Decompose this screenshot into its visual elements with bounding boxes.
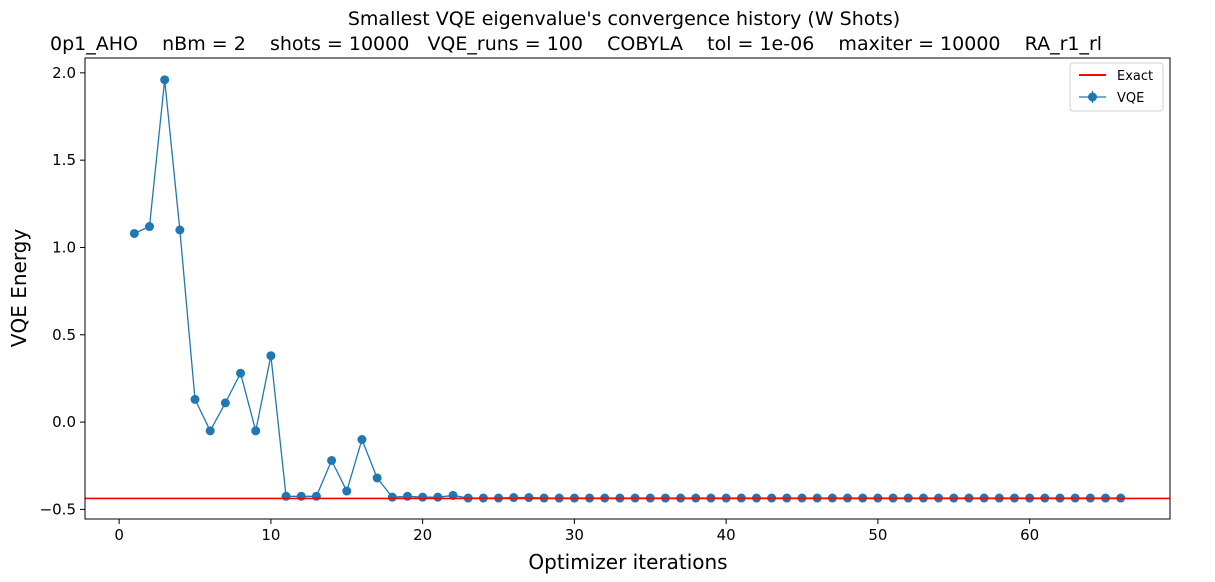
vqe-point xyxy=(372,473,382,483)
vqe-point xyxy=(296,491,306,501)
y-tick-label: −0.5 xyxy=(40,500,76,518)
vqe-point xyxy=(129,228,139,238)
y-tick-label: 0.5 xyxy=(52,326,76,344)
chart-subtitle: 0p1_AHO nBm = 2 shots = 10000 VQE_runs =… xyxy=(50,33,1102,55)
y-tick-label: 0.0 xyxy=(52,413,76,431)
x-axis: 0 10 20 30 40 50 60 xyxy=(114,519,1039,544)
vqe-point xyxy=(266,351,276,361)
x-tick-label: 10 xyxy=(261,526,280,544)
x-tick-label: 60 xyxy=(1020,526,1039,544)
legend-exact-label: Exact xyxy=(1117,69,1153,84)
y-axis-label: VQE Energy xyxy=(7,229,31,348)
vqe-point xyxy=(524,493,534,503)
vqe-point xyxy=(311,491,321,501)
vqe-point xyxy=(281,491,291,501)
series-layer xyxy=(129,75,1126,503)
plot-area: 0 10 20 30 40 50 60 −0.5 0.0 0.5 1.0 1.5 2.0 xyxy=(40,57,1171,544)
axes-frame xyxy=(84,57,1171,520)
x-tick-label: 30 xyxy=(565,526,584,544)
x-tick-label: 50 xyxy=(868,526,887,544)
vqe-series-line xyxy=(134,79,1121,499)
vqe-point xyxy=(175,225,185,235)
vqe-point xyxy=(357,435,367,445)
vqe-point xyxy=(190,394,200,404)
legend-vqe-marker xyxy=(1088,92,1097,102)
vqe-point xyxy=(220,398,230,408)
legend: Exact VQE xyxy=(1069,62,1164,112)
vqe-point xyxy=(402,491,412,501)
vqe-point xyxy=(387,492,397,502)
vqe-point xyxy=(144,222,154,232)
x-tick-label: 40 xyxy=(717,526,736,544)
vqe-point xyxy=(236,368,246,378)
y-tick-label: 1.0 xyxy=(52,238,76,256)
y-axis: −0.5 0.0 0.5 1.0 1.5 2.0 xyxy=(40,64,85,518)
y-tick-label: 2.0 xyxy=(52,64,76,82)
vqe-point xyxy=(205,426,215,436)
x-tick-label: 20 xyxy=(413,526,432,544)
vqe-point xyxy=(433,492,443,502)
vqe-point xyxy=(160,75,170,85)
x-axis-label: Optimizer iterations xyxy=(528,550,727,574)
vqe-point xyxy=(342,486,352,496)
chart-title: Smallest VQE eigenvalue's convergence hi… xyxy=(348,8,900,30)
y-tick-label: 1.5 xyxy=(52,151,76,169)
vqe-point xyxy=(418,492,428,502)
legend-vqe-label: VQE xyxy=(1117,91,1144,106)
vqe-point xyxy=(251,426,261,436)
x-tick-label: 0 xyxy=(114,526,124,544)
vqe-point xyxy=(509,493,519,503)
vqe-point xyxy=(327,456,337,466)
